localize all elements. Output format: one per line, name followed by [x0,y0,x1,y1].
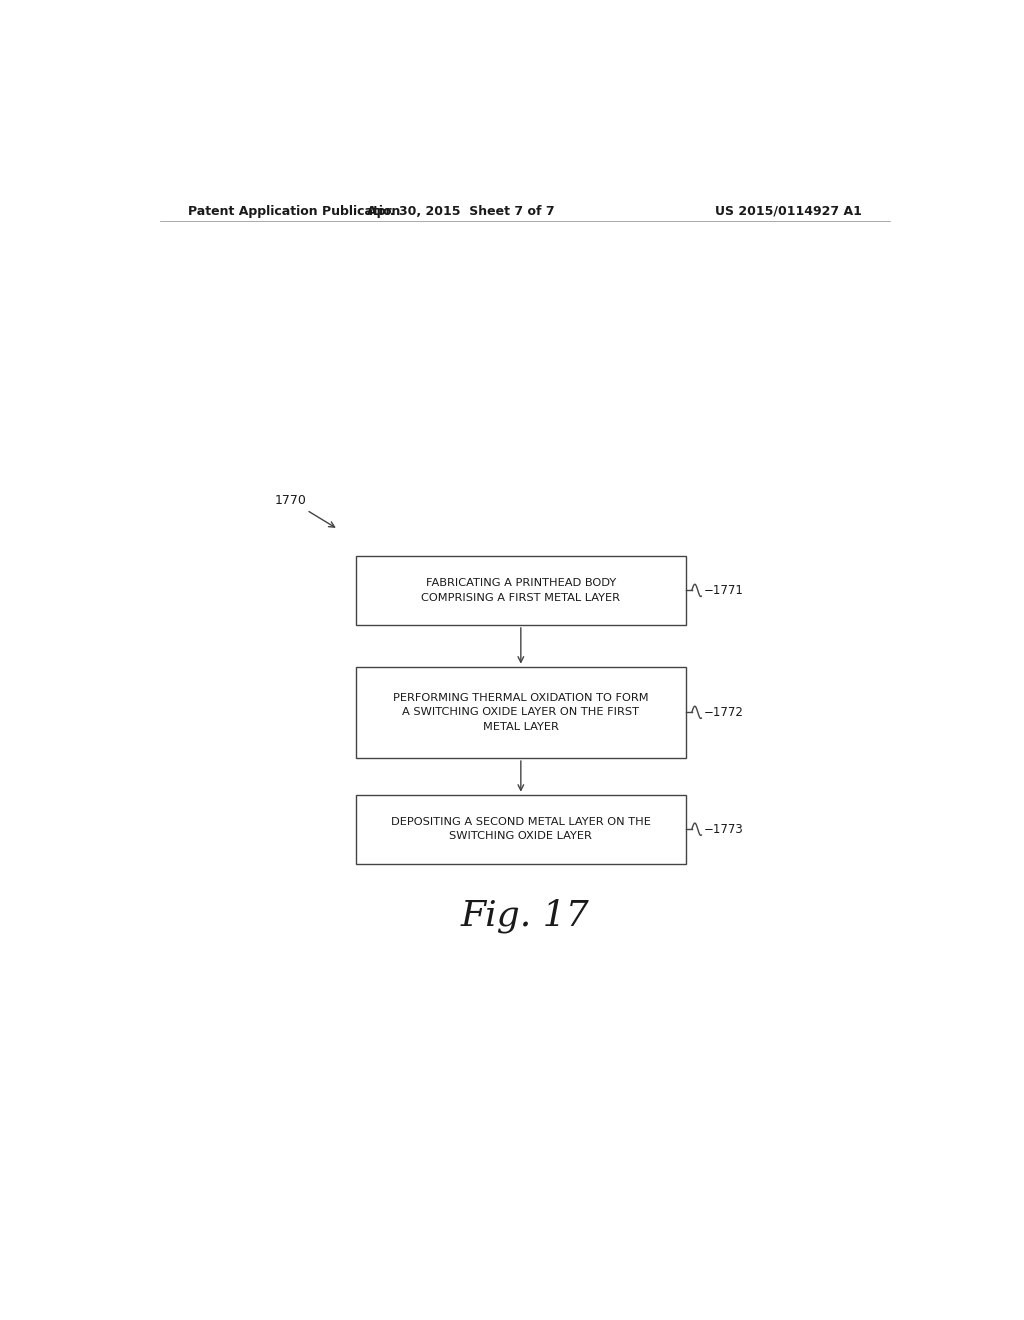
Text: Patent Application Publication: Patent Application Publication [187,205,400,218]
Text: Fig. 17: Fig. 17 [461,899,589,933]
Text: DEPOSITING A SECOND METAL LAYER ON THE
SWITCHING OXIDE LAYER: DEPOSITING A SECOND METAL LAYER ON THE S… [391,817,651,841]
Text: PERFORMING THERMAL OXIDATION TO FORM
A SWITCHING OXIDE LAYER ON THE FIRST
METAL : PERFORMING THERMAL OXIDATION TO FORM A S… [393,693,648,731]
Text: US 2015/0114927 A1: US 2015/0114927 A1 [715,205,862,218]
Text: −1771: −1771 [703,583,743,597]
Text: 1770: 1770 [274,495,307,507]
FancyBboxPatch shape [356,795,685,863]
FancyBboxPatch shape [356,667,685,758]
Text: −1773: −1773 [703,822,743,836]
FancyBboxPatch shape [356,556,685,624]
Text: FABRICATING A PRINTHEAD BODY
COMPRISING A FIRST METAL LAYER: FABRICATING A PRINTHEAD BODY COMPRISING … [421,578,621,602]
Text: Apr. 30, 2015  Sheet 7 of 7: Apr. 30, 2015 Sheet 7 of 7 [368,205,555,218]
Text: −1772: −1772 [703,706,743,719]
